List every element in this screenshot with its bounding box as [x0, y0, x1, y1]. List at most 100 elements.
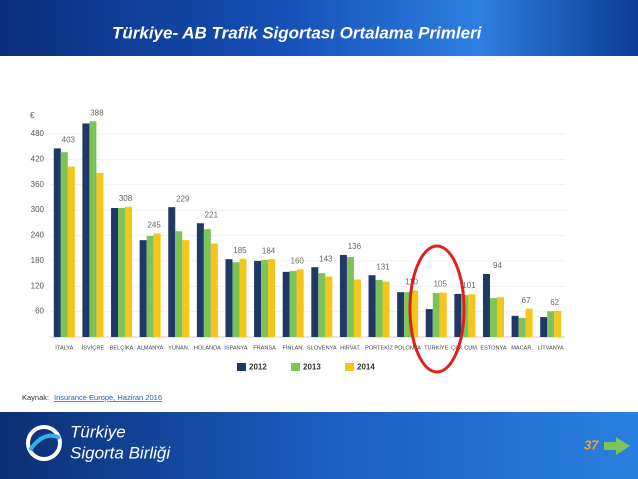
bar [111, 208, 119, 337]
value-label: 229 [176, 194, 190, 203]
bar [203, 229, 211, 337]
x-tick-label: MACAR. [511, 345, 533, 351]
bar [411, 290, 419, 337]
x-tick-label: YUNAN. [168, 345, 190, 351]
bar [547, 311, 555, 337]
bar [439, 292, 447, 337]
value-label: 184 [262, 246, 276, 255]
bar [368, 275, 376, 337]
value-label: 62 [550, 298, 559, 307]
bar [425, 309, 433, 337]
bar [146, 235, 154, 337]
bar [382, 281, 390, 337]
bar [289, 271, 297, 337]
x-tick-label: FİNLAN. [282, 344, 304, 351]
bar [89, 121, 97, 337]
back-arrow[interactable] [604, 437, 630, 455]
bar [60, 152, 68, 337]
x-tick-label: HIRVAT. [340, 345, 361, 351]
bar [168, 207, 176, 337]
x-tick-label: FRANSA [253, 345, 276, 351]
bar [404, 292, 412, 337]
bar [482, 273, 490, 337]
x-tick-label: ÇEK CUM. [451, 345, 479, 351]
bar [125, 206, 133, 337]
bar [153, 233, 161, 337]
bar [554, 310, 562, 337]
bar [67, 166, 75, 337]
bar [346, 257, 354, 337]
bar [311, 267, 319, 337]
bar [268, 259, 276, 337]
x-tick-label: LİTVANYA [538, 344, 564, 351]
value-label: 308 [119, 194, 133, 203]
header-band [0, 0, 638, 56]
x-tick-label: SLOVENYA [307, 345, 337, 351]
y-tick-label: 420 [31, 154, 45, 163]
bar [139, 240, 147, 337]
bar [239, 258, 247, 337]
x-tick-label: TÜRKİYE [424, 344, 449, 351]
bar [375, 279, 383, 337]
legend-label: 2012 [249, 363, 267, 372]
legend-label: 2013 [303, 363, 321, 372]
y-tick-label: 180 [31, 256, 45, 265]
value-label: 131 [376, 262, 390, 271]
bar [225, 259, 233, 337]
bar [432, 293, 440, 337]
bar [525, 308, 533, 337]
value-label: 160 [291, 256, 305, 265]
value-label: 185 [233, 246, 247, 255]
bar [261, 260, 269, 337]
value-label: 101 [462, 281, 476, 290]
value-label: 403 [62, 135, 76, 144]
bar [232, 262, 240, 337]
x-tick-label: ESTONYA [480, 345, 506, 351]
y-tick-label: 240 [31, 231, 45, 240]
bar [318, 273, 326, 337]
value-label: 143 [319, 254, 333, 263]
footer-band [0, 412, 638, 479]
bar [397, 292, 405, 337]
bar [96, 172, 104, 337]
y-tick-label: 60 [35, 307, 44, 316]
value-label: 94 [493, 261, 502, 270]
bar [254, 260, 262, 337]
bar [210, 243, 218, 337]
bar [182, 240, 190, 337]
legend-swatch [291, 363, 300, 371]
x-tick-label: İSPANYA [224, 344, 248, 351]
bar [282, 271, 290, 337]
x-tick-label: HOLANDA [194, 345, 221, 351]
logo-text: Sigorta Birliği [70, 443, 171, 462]
y-tick-label: 480 [31, 129, 45, 138]
highlight-circle [408, 244, 466, 374]
x-tick-label: ALMANYA [137, 345, 164, 351]
legend-label: 2014 [357, 363, 375, 372]
logo-text: Türkiye [70, 422, 126, 441]
bar [196, 223, 204, 337]
bar [454, 293, 462, 337]
bar [353, 279, 361, 337]
y-axis-label: € [30, 111, 35, 120]
bar [53, 148, 61, 337]
x-tick-label: POLONYA [394, 345, 421, 351]
value-label: 67 [522, 296, 531, 305]
x-tick-label: İSVİÇRE [82, 344, 105, 351]
value-label: 245 [147, 220, 161, 229]
bar [489, 298, 497, 337]
bar [325, 276, 333, 337]
y-tick-label: 300 [31, 205, 45, 214]
legend-swatch [345, 363, 354, 371]
source-link[interactable]: Insurance Europe, Haziran 2016 [54, 393, 162, 402]
bar [540, 317, 548, 337]
logo-swirl [28, 433, 61, 452]
slide-title: Türkiye- AB Trafik Sigortası Ortalama Pr… [112, 23, 483, 42]
bar [175, 231, 183, 337]
bar [339, 254, 347, 337]
bar [511, 315, 519, 337]
y-tick-label: 120 [31, 281, 45, 290]
x-tick-label: İTALYA [55, 344, 73, 351]
